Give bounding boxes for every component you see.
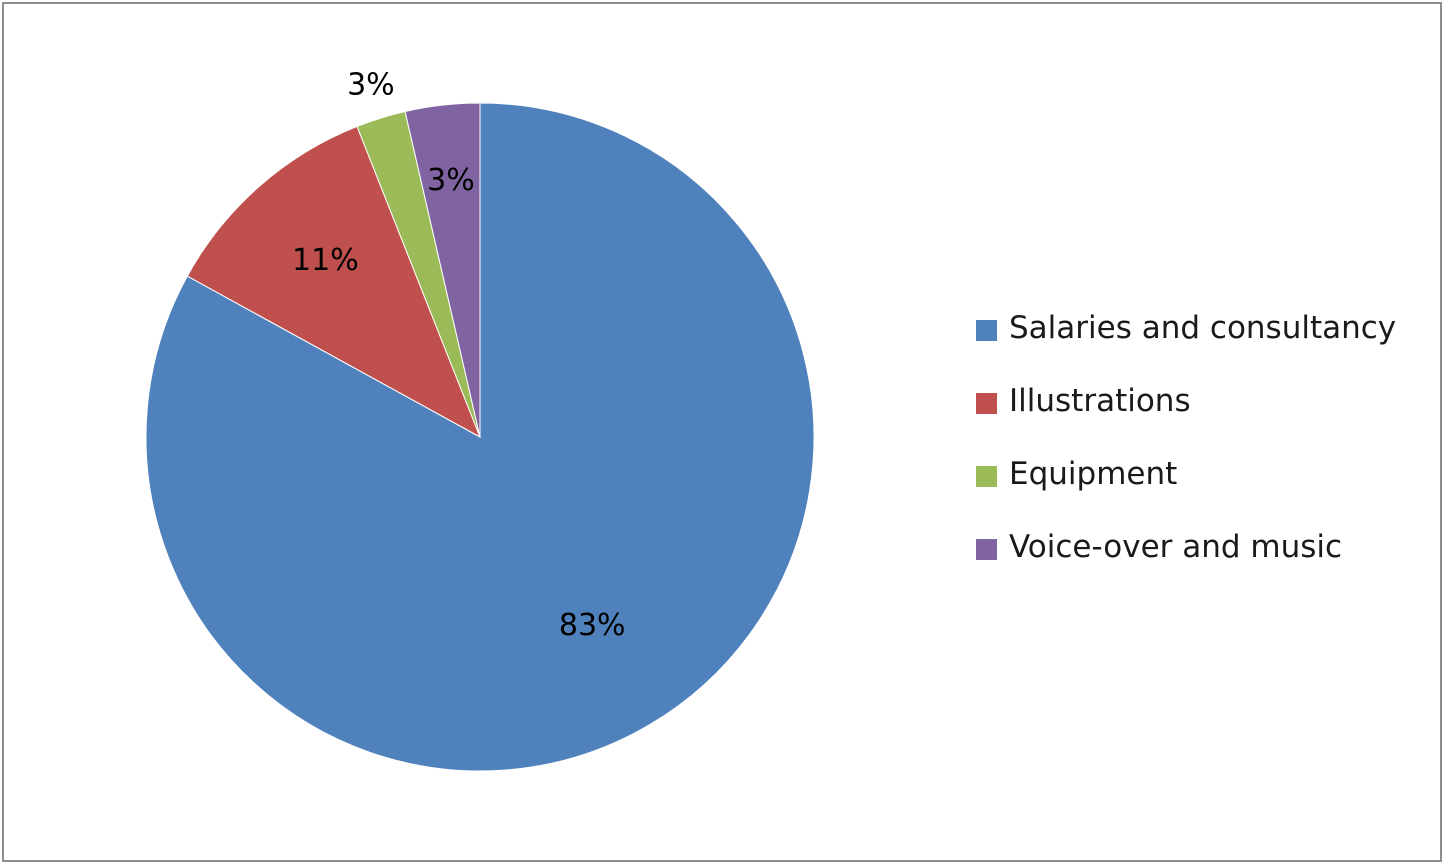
- legend-swatch-equipment: [976, 466, 997, 487]
- pie-slice-salaries: [145, 102, 815, 772]
- data-label-equipment: 3%: [347, 68, 395, 103]
- legend-label-salaries: Salaries and consultancy: [1009, 310, 1397, 346]
- legend-item-illustrations: Illustrations: [976, 383, 1396, 456]
- legend-item-voice-over: Voice-over and music: [976, 529, 1396, 602]
- data-label-salaries: 83%: [559, 608, 626, 643]
- legend-item-salaries: Salaries and consultancy: [976, 310, 1396, 383]
- pie-chart: 83% 11% 3% 3%: [145, 68, 815, 772]
- pie-slice-illustrations: [186, 125, 481, 439]
- legend-label-illustrations: Illustrations: [1009, 383, 1191, 419]
- legend: Salaries and consultancy Illustrations E…: [976, 310, 1396, 602]
- pie-slice-voice-over: [404, 102, 481, 438]
- legend-label-equipment: Equipment: [1009, 456, 1178, 492]
- data-label-illustrations: 11%: [292, 243, 359, 278]
- legend-swatch-voice-over: [976, 539, 997, 560]
- legend-swatch-salaries: [976, 320, 997, 341]
- legend-item-equipment: Equipment: [976, 456, 1396, 529]
- data-label-voice-over: 3%: [427, 163, 475, 198]
- legend-label-voice-over: Voice-over and music: [1009, 529, 1343, 565]
- legend-swatch-illustrations: [976, 393, 997, 414]
